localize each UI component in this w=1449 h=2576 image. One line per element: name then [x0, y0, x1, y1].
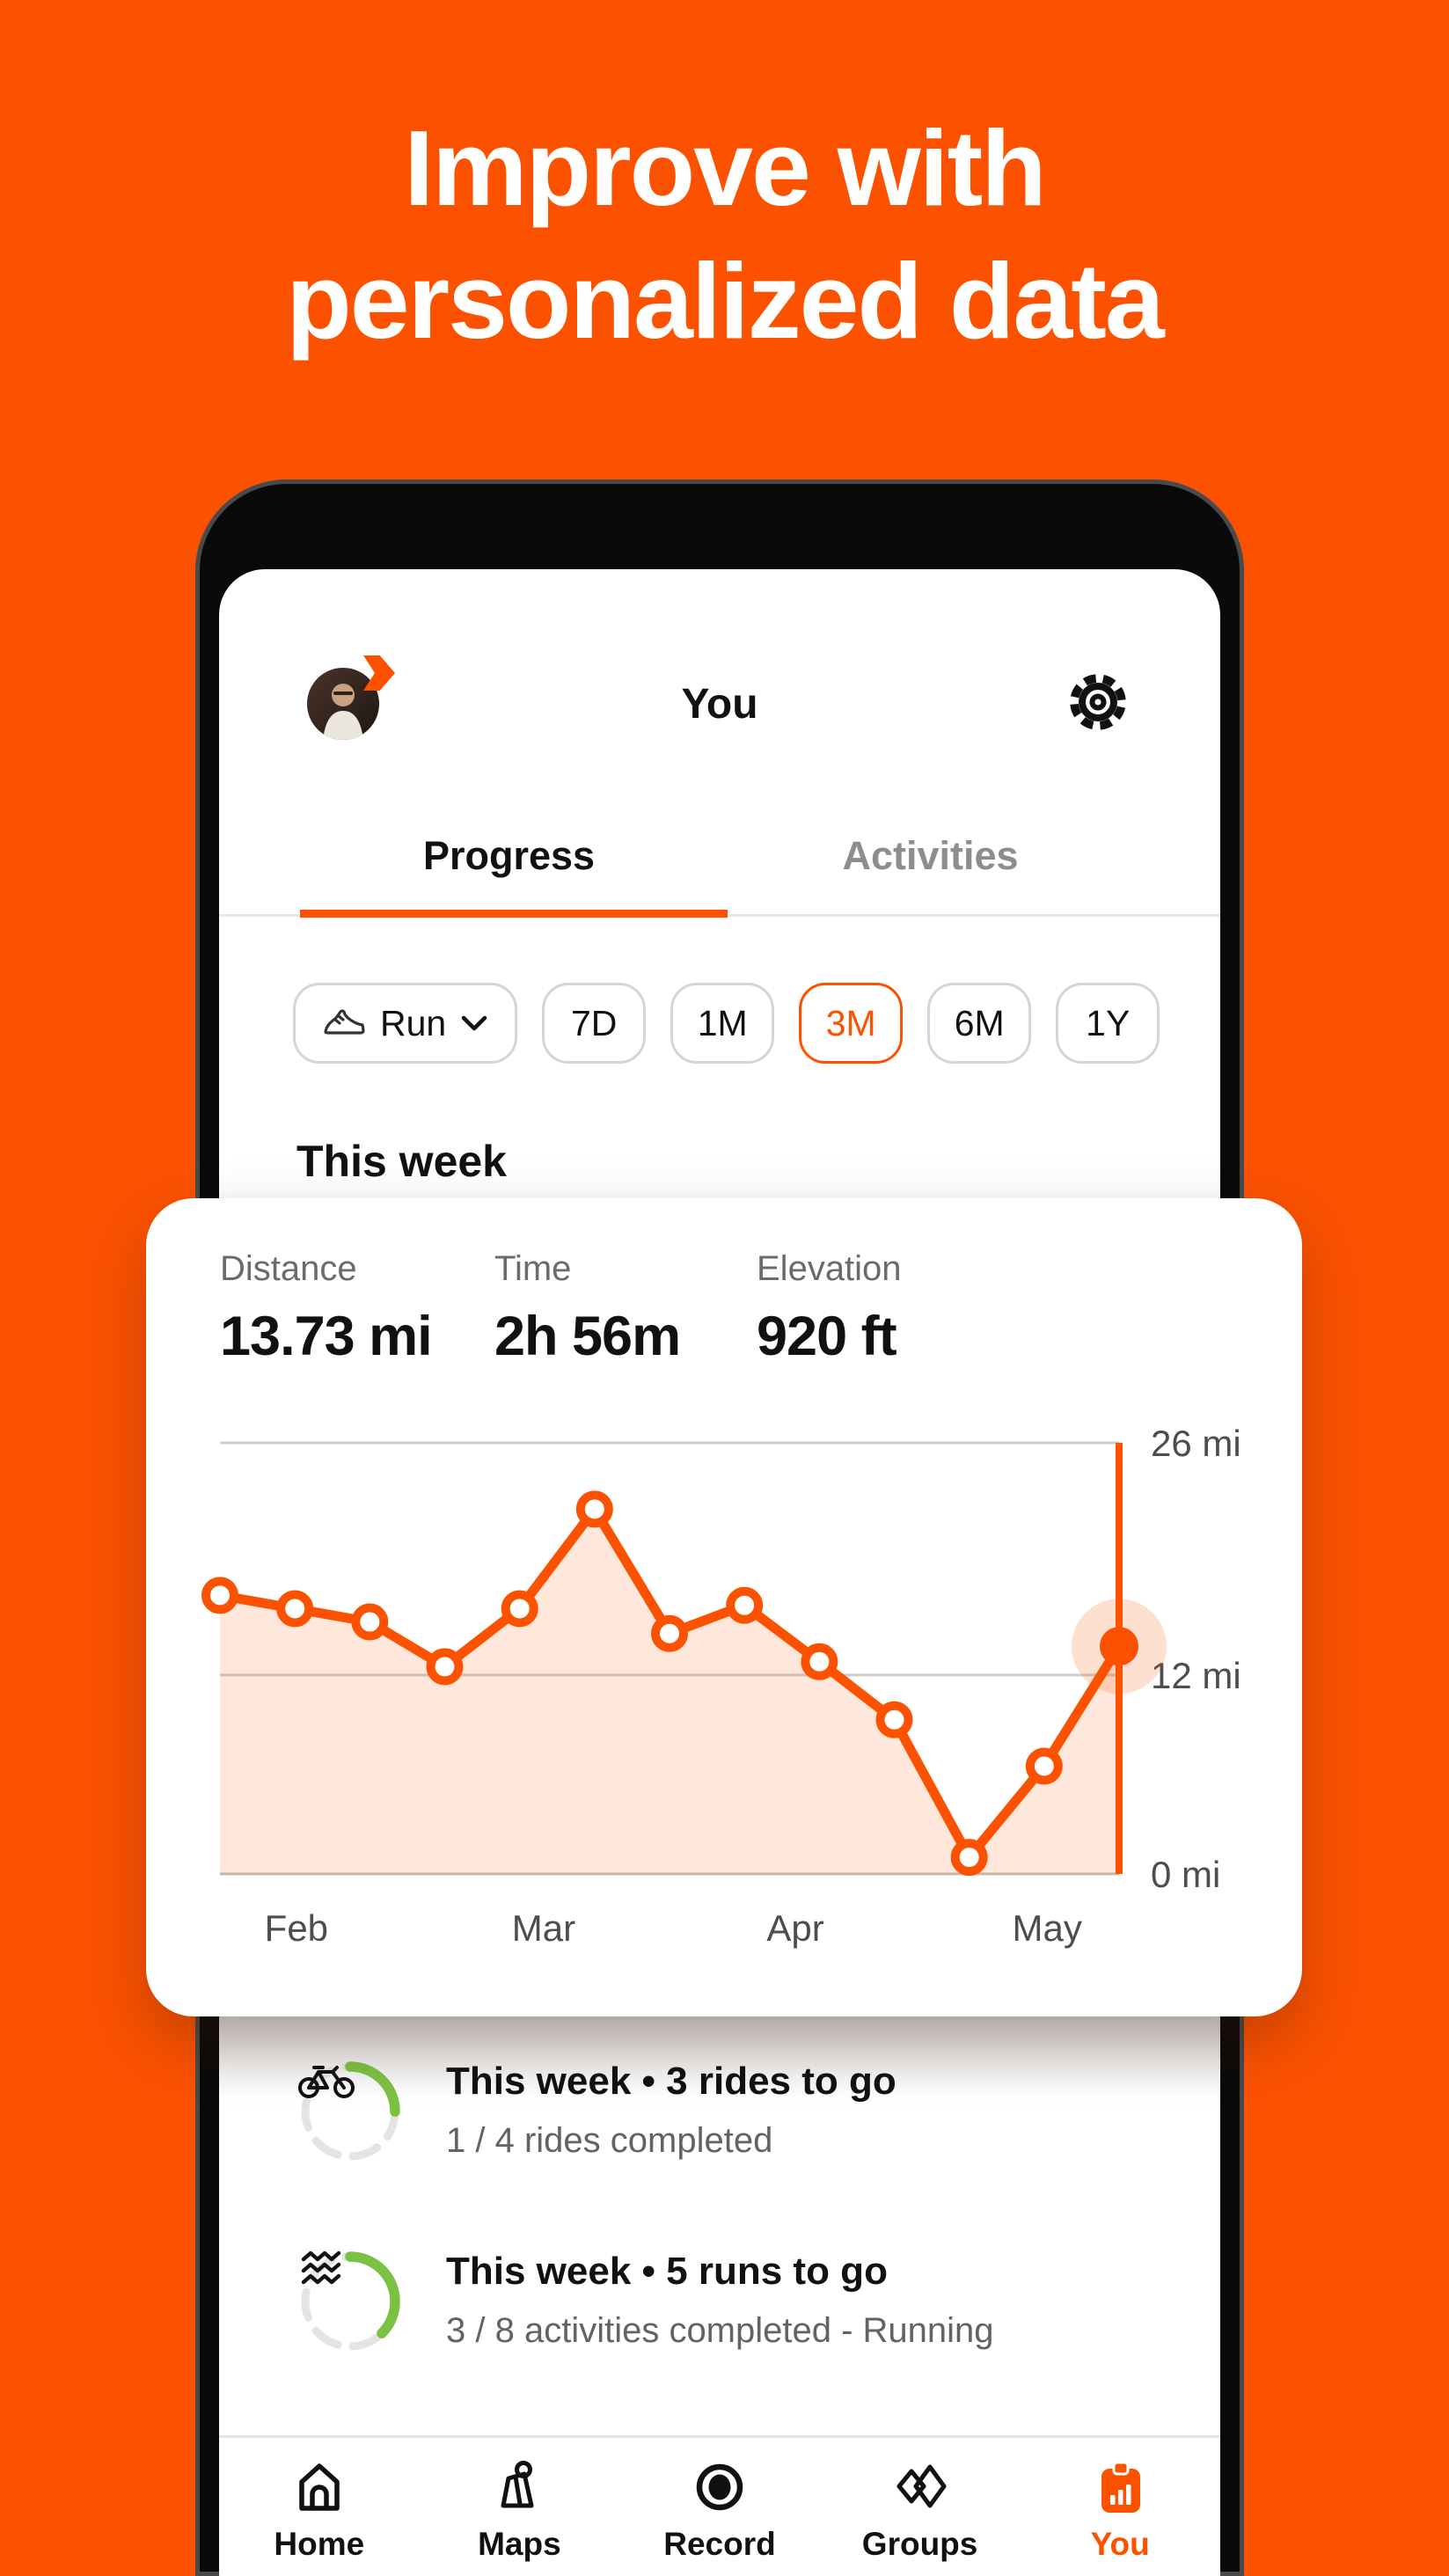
- stat-value-time: 2h 56m: [494, 1306, 681, 1367]
- goal-subtitle: 3 / 8 activities completed - Running: [446, 2311, 994, 2350]
- chart-point[interactable]: [276, 1590, 314, 1628]
- chart-point[interactable]: [501, 1590, 538, 1628]
- running-activity-icon: [301, 2250, 341, 2285]
- goal-row-rides[interactable]: This week • 3 rides to go 1 / 4 rides co…: [296, 2058, 896, 2165]
- x-axis-month-label: May: [1013, 1907, 1082, 1949]
- tab-progress[interactable]: Progress: [422, 833, 596, 878]
- stat-value-elevation: 920 ft: [757, 1306, 897, 1367]
- nav-item-you[interactable]: You: [1020, 2438, 1220, 2576]
- chart-point[interactable]: [651, 1614, 688, 1652]
- tab-bar: Progress Activities: [298, 833, 1141, 879]
- range-chip-7d[interactable]: 7D: [542, 983, 647, 1064]
- range-chip-1y[interactable]: 1Y: [1056, 983, 1160, 1064]
- nav-item-groups[interactable]: Groups: [820, 2438, 1021, 2576]
- filter-chip-row: Run 7D 1M 3M 6M 1Y: [293, 983, 1160, 1064]
- hero-line-2: personalized data: [286, 241, 1165, 362]
- groups-icon: [896, 2464, 947, 2508]
- sport-filter-label: Run: [380, 1002, 447, 1043]
- nav-item-record[interactable]: Record: [619, 2438, 820, 2576]
- goal-title: This week • 3 rides to go: [446, 2060, 896, 2103]
- y-axis-tick-label: 12 mi: [1151, 1655, 1241, 1696]
- avatar-person-image: [323, 684, 363, 740]
- section-heading: This week: [296, 1137, 507, 1186]
- sport-filter-dropdown[interactable]: Run: [293, 983, 518, 1064]
- record-icon: [696, 2463, 743, 2511]
- running-shoe-icon: [324, 1009, 365, 1035]
- nav-item-home[interactable]: Home: [219, 2438, 420, 2576]
- bottom-nav: Home Maps: [219, 2435, 1220, 2576]
- chevron-down-icon: [461, 1015, 487, 1031]
- chart-point[interactable]: [426, 1648, 464, 1686]
- nav-item-maps[interactable]: Maps: [420, 2438, 620, 2576]
- range-chip-1m[interactable]: 1M: [670, 983, 775, 1064]
- avatar[interactable]: [307, 668, 379, 740]
- chart-point[interactable]: [726, 1586, 764, 1624]
- hero-headline: Improve with personalized data: [0, 102, 1449, 369]
- x-axis-month-label: Apr: [766, 1907, 823, 1949]
- range-chip-6m[interactable]: 6M: [927, 983, 1032, 1064]
- chart-area: [220, 1509, 1119, 1874]
- run-goal-progress-ring: [296, 2248, 404, 2355]
- maps-icon: [501, 2461, 534, 2508]
- x-axis-month-label: Feb: [265, 1907, 328, 1949]
- distance-line-chart[interactable]: 26 mi 12 mi 0 mi Feb Mar Apr May: [146, 1198, 1302, 2016]
- goal-row-runs[interactable]: This week • 5 runs to go 3 / 8 activitie…: [296, 2248, 994, 2355]
- stats-row: Distance 13.73 mi Time 2h 56m Elevation …: [220, 1249, 902, 1368]
- stat-label-elevation: Elevation: [757, 1249, 902, 1288]
- chart-point[interactable]: [575, 1490, 613, 1528]
- goal-subtitle: 1 / 4 rides completed: [446, 2121, 773, 2160]
- ride-goal-progress-ring: [296, 2058, 404, 2165]
- y-axis-tick-label: 0 mi: [1151, 1854, 1220, 1895]
- chart-point[interactable]: [801, 1643, 838, 1680]
- settings-gear-icon[interactable]: [1065, 670, 1131, 735]
- chart-point-selected[interactable]: [1100, 1627, 1138, 1666]
- active-tab-indicator: [300, 910, 728, 918]
- goal-title: This week • 5 runs to go: [446, 2250, 888, 2293]
- range-chip-3m[interactable]: 3M: [799, 983, 904, 1064]
- chart-point[interactable]: [201, 1577, 238, 1614]
- stat-value-distance: 13.73 mi: [220, 1306, 433, 1367]
- chart-point[interactable]: [351, 1603, 389, 1641]
- bicycle-icon: [298, 2066, 355, 2098]
- weekly-stats-card: Distance 13.73 mi Time 2h 56m Elevation …: [146, 1198, 1302, 2016]
- chart-point[interactable]: [950, 1839, 988, 1877]
- chart-point[interactable]: [875, 1701, 913, 1738]
- x-axis-month-label: Mar: [512, 1907, 575, 1949]
- page-title: You: [681, 681, 758, 728]
- tab-activities[interactable]: Activities: [842, 833, 1019, 878]
- chart-point[interactable]: [1025, 1747, 1063, 1785]
- progress-ring-svg: [300, 2061, 400, 2162]
- hero-line-1: Improve with: [404, 108, 1046, 228]
- stat-label-distance: Distance: [220, 1249, 357, 1288]
- progress-ring-svg: [300, 2251, 400, 2352]
- you-clipboard-icon: [1101, 2461, 1141, 2513]
- stat-label-time: Time: [494, 1249, 572, 1288]
- home-icon: [299, 2463, 340, 2511]
- y-axis-tick-label: 26 mi: [1151, 1423, 1241, 1464]
